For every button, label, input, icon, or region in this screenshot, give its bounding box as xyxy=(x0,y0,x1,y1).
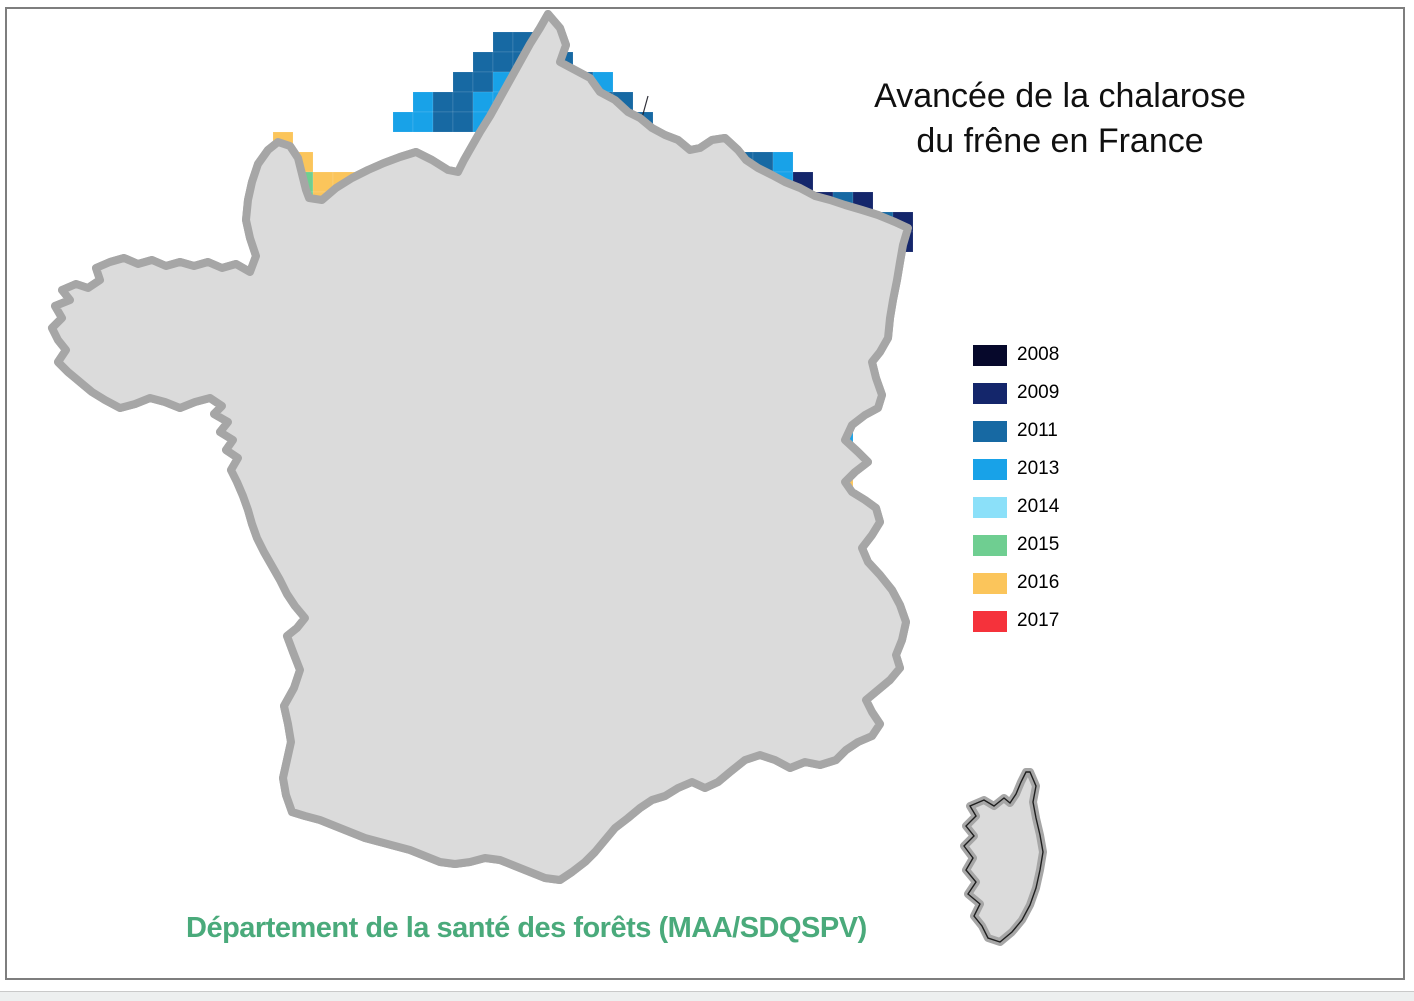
cell-2011 xyxy=(452,71,474,93)
legend-item-2009: 2009 xyxy=(973,374,1059,412)
legend-swatch-2016 xyxy=(973,572,1007,594)
legend-swatch-2017 xyxy=(973,610,1007,632)
cell-2013 xyxy=(392,111,414,133)
cell-2011 xyxy=(432,91,454,113)
legend-label-2017: 2017 xyxy=(1017,610,1060,631)
legend-item-2008: 2008 xyxy=(973,336,1059,374)
window-bottom-edge xyxy=(0,991,1414,1001)
corsica-coastline xyxy=(963,771,1044,943)
cell-2011 xyxy=(452,111,474,133)
cell-2013 xyxy=(412,91,434,113)
legend-label-2011: 2011 xyxy=(1017,420,1058,441)
cell-2011 xyxy=(492,31,514,53)
legend-item-2011: 2011 xyxy=(973,412,1059,450)
map-title-line2: du frêne en France xyxy=(916,122,1204,160)
legend-item-2014: 2014 xyxy=(973,488,1059,526)
cell-2011 xyxy=(472,51,494,73)
legend-swatch-2011 xyxy=(973,420,1007,442)
legend-item-2017: 2017 xyxy=(973,602,1059,640)
source-caption: Département de la santé des forêts (MAA/… xyxy=(186,912,867,944)
legend-item-2015: 2015 xyxy=(973,526,1059,564)
cell-2011 xyxy=(452,91,474,113)
legend: 2008 2009 2011 2013 2014 2015 2016 2017 xyxy=(973,336,1059,640)
legend-swatch-2015 xyxy=(973,534,1007,556)
legend-label-2015: 2015 xyxy=(1017,534,1060,555)
map-title: Avancée de la chalarose du frêne en Fran… xyxy=(830,74,1290,164)
cell-2011 xyxy=(472,71,494,93)
legend-item-2013: 2013 xyxy=(973,450,1059,488)
map-title-line1: Avancée de la chalarose xyxy=(874,77,1246,115)
cell-2011 xyxy=(492,51,514,73)
cell-2011 xyxy=(432,111,454,133)
legend-swatch-2014 xyxy=(973,496,1007,518)
cell-2013 xyxy=(412,111,434,133)
legend-label-2009: 2009 xyxy=(1017,382,1060,403)
legend-swatch-2008 xyxy=(973,344,1007,366)
corsica-island xyxy=(960,768,1047,946)
legend-label-2016: 2016 xyxy=(1017,572,1060,593)
cell-2013 xyxy=(772,151,794,173)
legend-item-2016: 2016 xyxy=(973,564,1059,602)
legend-swatch-2009 xyxy=(973,382,1007,404)
legend-label-2008: 2008 xyxy=(1017,344,1060,365)
france-coastline xyxy=(52,14,908,880)
legend-swatch-2013 xyxy=(973,458,1007,480)
legend-label-2014: 2014 xyxy=(1017,496,1060,517)
legend-label-2013: 2013 xyxy=(1017,458,1060,479)
